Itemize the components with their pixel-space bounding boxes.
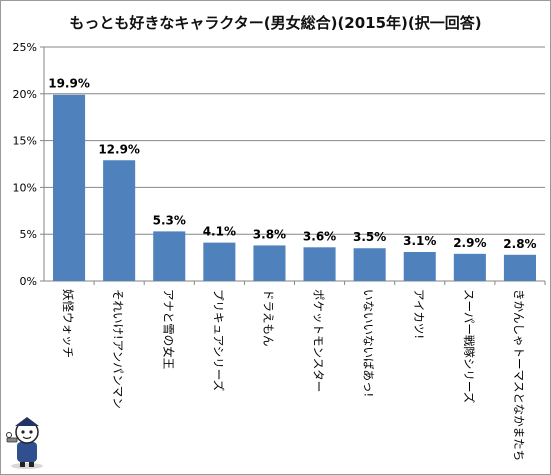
data-label: 2.9% xyxy=(453,236,486,250)
chart-title: もっとも好きなキャラクター(男女総合)(2015年)(択一回答) xyxy=(69,14,482,32)
bar xyxy=(253,245,286,281)
x-tick-label: 妖怪ウォッチ xyxy=(61,289,75,358)
x-tick-label: アナと雪の女王 xyxy=(161,289,175,369)
data-label: 3.6% xyxy=(303,229,336,243)
y-tick-label: 20% xyxy=(13,88,37,101)
bar xyxy=(53,94,86,282)
x-tick-label: ドラえもん xyxy=(261,289,275,347)
data-label: 2.8% xyxy=(503,237,536,251)
data-label: 3.5% xyxy=(353,230,386,244)
x-tick-label: スーパー戦隊シリーズ xyxy=(462,289,476,403)
bar xyxy=(353,248,386,281)
bar xyxy=(503,254,536,281)
x-tick-label: アイカツ! xyxy=(412,289,426,339)
y-tick-label: 5% xyxy=(20,228,37,241)
bar xyxy=(103,160,136,281)
data-label: 3.1% xyxy=(403,234,436,248)
bar xyxy=(303,247,336,281)
data-label: 5.3% xyxy=(153,213,186,227)
y-tick-label: 10% xyxy=(13,181,37,194)
x-tick-label: プリキュアシリーズ xyxy=(211,289,225,391)
bar xyxy=(453,253,486,281)
y-tick-label: 0% xyxy=(20,275,37,288)
x-tick-label: ポケットモンスター xyxy=(312,289,326,392)
x-tick-label: それいけ!アンパンマン xyxy=(111,289,125,409)
x-tick-label: きかんしゃトーマスとなかまたち xyxy=(512,289,526,461)
data-label: 12.9% xyxy=(98,142,140,156)
y-tick-label: 15% xyxy=(13,135,37,148)
data-label: 19.9% xyxy=(48,77,90,91)
bar xyxy=(203,242,236,281)
bar xyxy=(403,251,436,281)
x-tick-label: いないいないばあっ! xyxy=(362,289,376,397)
y-tick-label: 25% xyxy=(13,41,37,54)
mascot-logo xyxy=(6,417,43,469)
data-label: 3.8% xyxy=(253,227,286,241)
data-label: 4.1% xyxy=(203,225,236,239)
bar xyxy=(153,231,186,281)
